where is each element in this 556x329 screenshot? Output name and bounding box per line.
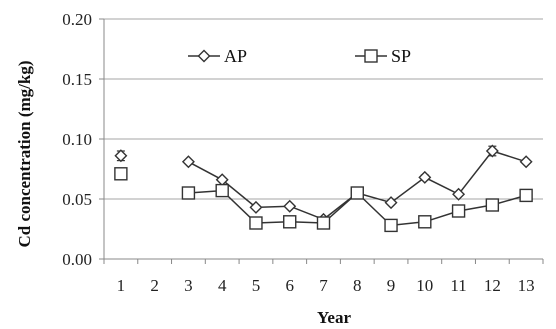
x-tick-label: 4 [218,276,227,295]
y-tick-label: 0.10 [62,130,92,149]
data-point-sp [215,183,229,198]
data-point-sp [350,186,364,200]
data-point-sp [451,204,466,218]
data-point-ap [519,155,533,169]
data-point-sp [485,198,500,212]
x-tick-label: 6 [285,276,294,295]
legend: AP SP [188,46,411,66]
legend-marker-ap [197,49,211,63]
legend-marker-sp [364,49,378,63]
series-line-ap [188,150,527,221]
data-point-ap [181,155,195,169]
x-tick-label: 7 [319,276,328,295]
y-tick-label: 0.00 [62,250,92,269]
data-point-ap [249,200,263,214]
y-tick-label: 0.20 [62,10,92,29]
data-point-sp [418,215,432,229]
legend-label-ap: AP [224,46,247,66]
data-point-sp [114,167,128,181]
x-tick-label: 1 [117,276,126,295]
x-tick-label: 10 [416,276,433,295]
data-point-sp [249,216,263,230]
tick-label-layer: 0.000.050.100.150.201 2 3 4 5 6 7 8 9 10 11 12 13 [62,10,534,295]
x-tick-label: 5 [252,276,261,295]
data-point-sp [283,215,297,229]
y-axis-title: Cd concentration (mg/kg) [15,61,34,248]
data-point-sp [181,186,196,200]
x-tick-label: 9 [387,276,396,295]
x-tick-label: 12 [484,276,501,295]
x-tick-label: 13 [518,276,535,295]
data-point-sp [384,218,398,233]
axis-layer [99,18,544,264]
x-tick-label: 2 [150,276,159,295]
x-axis-title: Year [317,308,351,327]
data-point-ap [283,199,297,213]
data-point-ap [114,149,128,163]
x-tick-label: 3 [184,276,193,295]
x-tick-label: 11 [450,276,466,295]
data-point-ap [418,170,432,184]
grid-layer [104,18,543,200]
data-point-sp [519,188,533,203]
x-tick-label: 8 [353,276,362,295]
y-tick-label: 0.15 [62,70,92,89]
y-tick-label: 0.05 [62,190,92,209]
data-point-ap [452,187,466,201]
series-layer [114,144,533,233]
data-point-ap [485,144,499,158]
data-point-sp [316,216,331,230]
legend-label-sp: SP [391,46,411,66]
data-point-ap [384,196,398,210]
